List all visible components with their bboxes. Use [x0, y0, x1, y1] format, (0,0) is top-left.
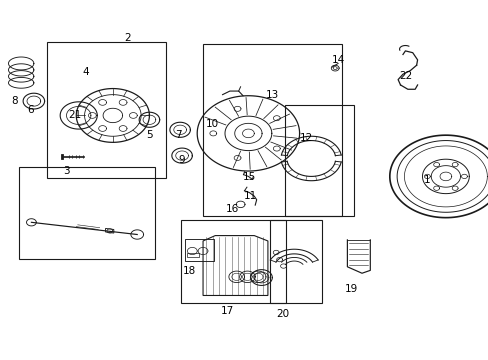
Bar: [47, 42, 166, 178]
Text: 6: 6: [27, 105, 34, 115]
Bar: [203, 44, 341, 216]
Text: 2: 2: [124, 33, 130, 43]
Text: 4: 4: [82, 67, 89, 77]
Text: 22: 22: [398, 71, 411, 81]
Text: 7: 7: [175, 130, 182, 140]
Text: 21: 21: [68, 111, 81, 121]
Bar: [285, 105, 353, 216]
Bar: [184, 239, 214, 261]
Text: 8: 8: [11, 96, 18, 106]
Text: 5: 5: [146, 130, 152, 140]
Bar: [19, 167, 155, 259]
Text: 10: 10: [206, 120, 219, 129]
Text: 11: 11: [243, 191, 257, 201]
Bar: [186, 253, 199, 257]
Text: 13: 13: [265, 90, 279, 100]
Text: 14: 14: [331, 55, 345, 65]
Text: 3: 3: [63, 166, 70, 176]
Text: 9: 9: [179, 155, 185, 165]
Text: 15: 15: [242, 172, 256, 182]
Bar: [270, 220, 321, 303]
Bar: [181, 220, 285, 303]
Text: 1: 1: [423, 175, 430, 185]
Text: 17: 17: [221, 306, 234, 316]
Text: 12: 12: [299, 133, 312, 143]
Text: 18: 18: [183, 266, 196, 276]
Text: 16: 16: [226, 204, 239, 215]
Text: 19: 19: [345, 284, 358, 294]
Text: 20: 20: [275, 310, 288, 319]
